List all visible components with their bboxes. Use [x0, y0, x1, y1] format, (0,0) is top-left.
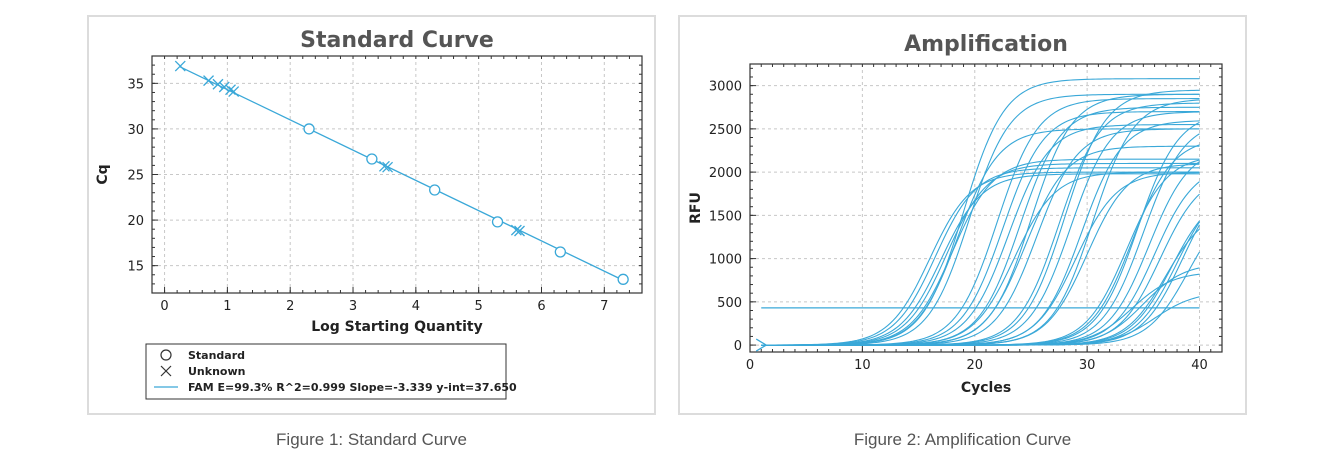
y-tick-label: 3000	[709, 80, 742, 95]
y-tick-label: 0	[734, 339, 742, 354]
unknown-marker-stroke	[382, 161, 394, 173]
x-tick-label: 1	[223, 299, 231, 314]
unknown-point	[203, 75, 214, 87]
amplification-curve	[761, 124, 1200, 346]
x-tick-label: 7	[600, 299, 608, 314]
figure-2-caption: Figure 2: Amplification Curve	[853, 430, 1072, 449]
standard-point	[491, 216, 504, 228]
standard-curve-panel: Standard Curve 0 1 2 3 4 5 6 7 15 20 25 30 35 Log Star…	[87, 15, 656, 415]
unknown-marker-stroke	[510, 224, 522, 236]
y-tick-label: 500	[717, 296, 742, 311]
standard-point	[429, 184, 441, 196]
legend-unknown-marker	[160, 365, 172, 377]
unknown-point	[382, 161, 394, 173]
x-tick-label: 6	[537, 299, 545, 314]
amplification-curve	[761, 296, 1200, 346]
x-axis-label: Cycles	[961, 380, 1011, 396]
y-tick-label: 2500	[709, 123, 742, 138]
x-tick-label: 5	[475, 299, 483, 314]
unknown-point	[228, 86, 240, 98]
y-tick-label: 15	[127, 260, 144, 275]
unknown-point	[378, 160, 390, 172]
unknown-point	[510, 224, 522, 236]
amplification-panel: Amplification 0 10 20 30 40 0 500 1000 1500 2000 25…	[678, 15, 1247, 415]
x-tick-label: 20	[966, 358, 983, 373]
y-tick-label: 20	[127, 214, 144, 229]
unknown-marker-stroke	[378, 160, 390, 172]
standard-point	[366, 153, 378, 165]
amplification-chart: Amplification 0 10 20 30 40 0 500 1000 1500 2000 25…	[688, 32, 1223, 396]
x-tick-label: 2	[286, 299, 294, 314]
standard-point	[303, 123, 315, 135]
y-tick-label: 2000	[709, 166, 742, 181]
unknown-point	[218, 81, 230, 93]
legend-unknown-label: Unknown	[188, 365, 245, 378]
unknown-marker-stroke	[228, 86, 240, 98]
amplification-curve	[761, 273, 1200, 346]
unknown-marker-stroke	[174, 60, 186, 72]
amplification-curve	[761, 102, 1200, 346]
y-tick-label: 1000	[709, 253, 742, 268]
standard-point	[617, 273, 629, 285]
start-marker	[755, 338, 768, 352]
x-tick-label: 30	[1079, 358, 1096, 373]
y-tick-label: 1500	[709, 209, 742, 224]
legend-standard-marker	[160, 349, 172, 361]
y-axis-label: RFU	[688, 192, 704, 224]
unknown-marker-stroke	[225, 84, 236, 96]
standard-curve-chart: Standard Curve 0 1 2 3 4 5 6 7 15 20 25 30 35 Log Star…	[95, 28, 643, 400]
unknown-point	[514, 225, 525, 237]
x-tick-label: 3	[349, 299, 357, 314]
x-tick-label: 4	[412, 299, 420, 314]
unknown-point	[212, 78, 224, 90]
fit-line	[179, 66, 624, 281]
unknown-marker-stroke	[212, 78, 224, 90]
standard-point	[554, 246, 566, 258]
y-tick-label: 25	[127, 169, 144, 184]
chart-title: Standard Curve	[300, 28, 494, 53]
unknown-marker-stroke	[218, 81, 230, 93]
amplification-curve	[761, 78, 1200, 346]
unknown-point	[174, 60, 186, 72]
y-tick-label: 35	[127, 77, 144, 92]
chart-title: Amplification	[904, 32, 1068, 57]
figure-1-caption: Figure 1: Standard Curve	[276, 430, 467, 449]
legend-box	[145, 343, 507, 400]
y-axis-label: Cq	[95, 164, 111, 184]
legend-standard-label: Standard	[188, 349, 245, 362]
x-tick-label: 0	[746, 358, 754, 373]
x-tick-label: 40	[1191, 358, 1208, 373]
amplification-curve	[761, 106, 1200, 346]
y-tick-label: 30	[127, 123, 144, 138]
x-axis-label: Log Starting Quantity	[311, 319, 483, 335]
legend-fit-label: FAM E=99.3% R^2=0.999 Slope=-3.339 y-int…	[188, 381, 517, 394]
x-tick-label: 0	[160, 299, 168, 314]
unknown-marker-stroke	[514, 225, 525, 237]
unknown-point	[225, 84, 236, 96]
amplification-curve	[761, 167, 1200, 346]
unknown-marker-stroke	[203, 75, 214, 87]
x-tick-label: 10	[854, 358, 871, 373]
